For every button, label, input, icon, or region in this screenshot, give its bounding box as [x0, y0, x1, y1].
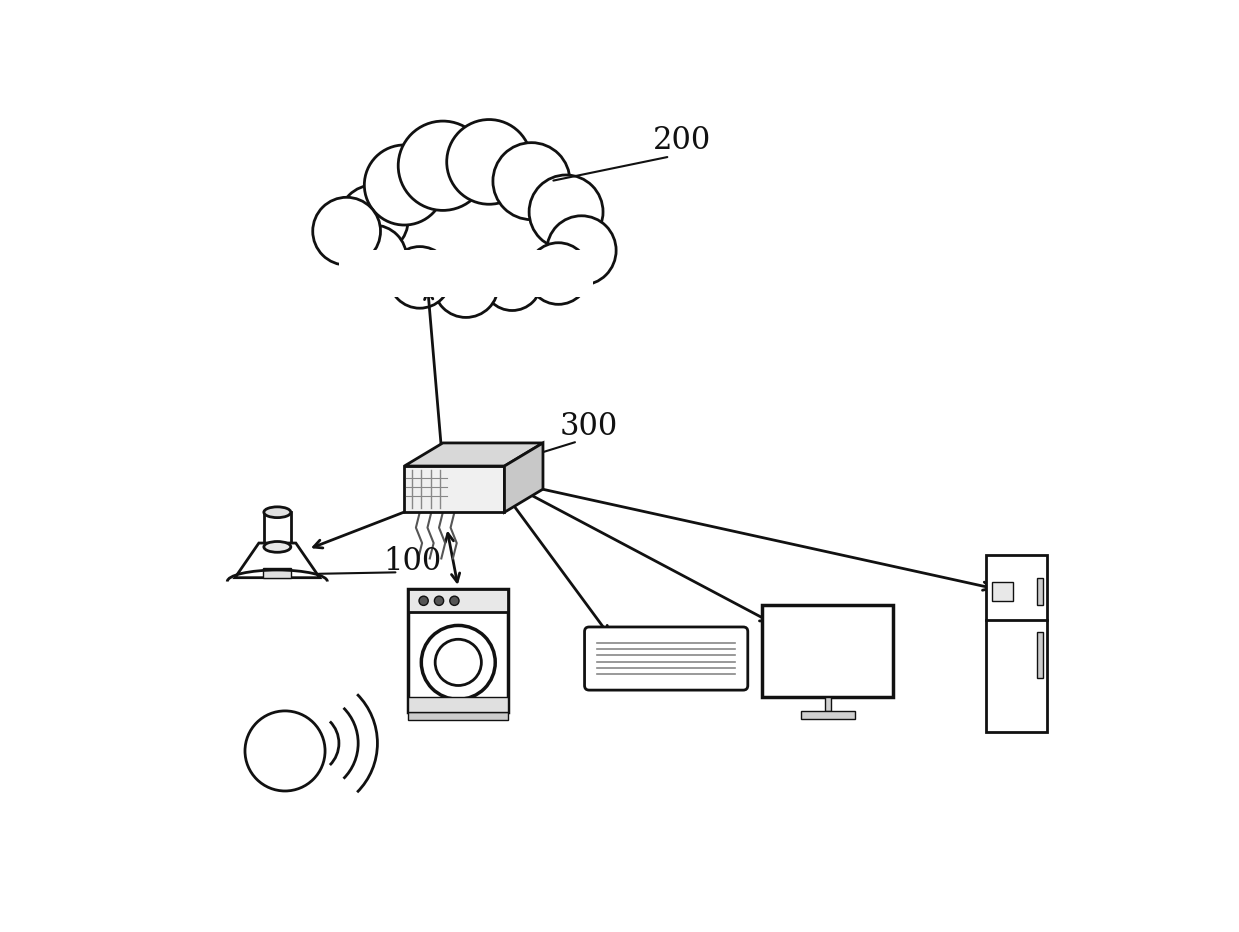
Circle shape [447, 119, 532, 204]
Bar [1037, 632, 1043, 678]
Circle shape [398, 121, 487, 211]
Polygon shape [235, 543, 320, 578]
Bar [408, 712, 508, 720]
Bar [992, 582, 1014, 601]
Circle shape [493, 143, 570, 220]
FancyBboxPatch shape [585, 627, 748, 690]
Text: 300: 300 [560, 411, 618, 443]
Circle shape [546, 216, 616, 285]
Circle shape [312, 198, 380, 265]
Bar [986, 555, 1047, 732]
Bar [264, 513, 291, 547]
Circle shape [450, 596, 458, 606]
Bar [339, 251, 593, 296]
Bar [800, 711, 855, 719]
Polygon shape [404, 466, 504, 513]
Bar [1037, 578, 1043, 605]
Circle shape [389, 247, 451, 308]
Circle shape [341, 225, 406, 292]
Bar [408, 589, 508, 612]
Bar [408, 697, 508, 712]
Text: 200: 200 [653, 125, 711, 156]
Circle shape [529, 175, 603, 249]
Circle shape [435, 596, 444, 606]
Text: 100: 100 [383, 546, 441, 577]
Circle shape [483, 252, 541, 310]
Circle shape [364, 145, 445, 225]
Circle shape [435, 639, 482, 686]
Circle shape [528, 242, 590, 305]
Ellipse shape [264, 541, 291, 553]
Bar [762, 605, 893, 697]
Circle shape [419, 596, 429, 606]
Circle shape [421, 625, 496, 699]
Bar [264, 569, 291, 578]
Circle shape [245, 711, 325, 791]
Polygon shape [504, 443, 543, 513]
Bar [825, 697, 831, 711]
Circle shape [434, 253, 498, 318]
Polygon shape [404, 443, 543, 466]
Polygon shape [335, 158, 597, 281]
Bar [408, 589, 508, 712]
Ellipse shape [264, 507, 291, 517]
Circle shape [339, 185, 408, 254]
